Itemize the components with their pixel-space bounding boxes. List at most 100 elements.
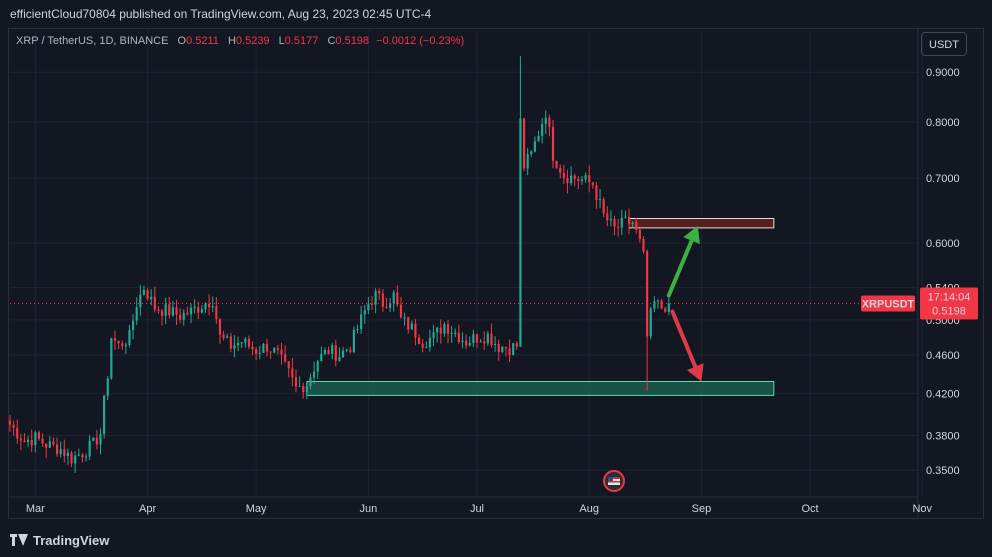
x-tick-label: Mar [26, 503, 45, 515]
candle [48, 441, 51, 448]
candle [631, 222, 634, 224]
y-tick-label: 0.6000 [926, 238, 960, 250]
bearish-arrow[interactable] [670, 309, 698, 369]
candle [551, 126, 555, 161]
tradingview-brand: TradingView [33, 533, 110, 548]
candle [258, 352, 261, 354]
candle [121, 343, 124, 347]
candle [334, 345, 337, 361]
close-value: 0.5198 [335, 35, 370, 47]
candle [331, 345, 334, 354]
candle [37, 432, 41, 439]
candle [291, 368, 294, 378]
candle [385, 306, 388, 308]
candle [664, 308, 667, 312]
candle [135, 307, 138, 321]
candle [341, 350, 345, 358]
low-label: L [278, 35, 285, 47]
candle [501, 346, 504, 352]
candle [352, 329, 355, 353]
candle [407, 317, 410, 330]
candle [316, 361, 319, 372]
y-tick-label: 0.8000 [926, 117, 960, 129]
candle [432, 332, 435, 339]
candle [287, 361, 290, 369]
candle [439, 327, 442, 334]
symbol-title[interactable]: XRP / TetherUS, 1D, BINANCE [16, 35, 169, 47]
candle [247, 338, 251, 347]
candle [27, 439, 30, 442]
candle [566, 178, 569, 184]
candle [515, 343, 518, 347]
candle [609, 218, 613, 221]
candle [457, 332, 460, 343]
candle [150, 296, 153, 300]
candle [70, 452, 73, 464]
footer-bar [0, 527, 992, 557]
chart-frame[interactable] [8, 28, 984, 519]
change-value: −0.0012 (−0.23%) [376, 35, 465, 47]
candle [396, 292, 399, 305]
currency-button[interactable]: USDT [921, 32, 967, 56]
candle [370, 303, 374, 305]
candle [236, 343, 240, 346]
candle [179, 314, 182, 320]
low-value: 0.5177 [284, 35, 319, 47]
candle [349, 349, 352, 353]
x-tick-label: Aug [579, 503, 599, 515]
candle [110, 338, 113, 379]
candle [461, 340, 464, 343]
candle [276, 348, 279, 350]
us-flag-canton [608, 477, 613, 481]
candle [327, 350, 330, 354]
candle [240, 342, 243, 344]
candle [490, 333, 493, 346]
us-flag-stripe-red [608, 477, 620, 479]
candle [200, 309, 203, 313]
candle [544, 117, 547, 124]
bullish-arrow[interactable] [666, 238, 694, 298]
candle [12, 424, 15, 428]
candle [233, 345, 236, 349]
candle [45, 443, 48, 448]
candle [421, 343, 424, 348]
candle [99, 434, 102, 445]
bullish-arrow-head[interactable] [683, 225, 700, 245]
candle [573, 175, 576, 179]
candle [168, 304, 171, 316]
resistance-zone[interactable] [628, 218, 775, 229]
candle [302, 385, 305, 393]
candle [504, 346, 508, 349]
candle [436, 327, 439, 333]
published-line: efficientCloud70804 published on Trading… [10, 7, 432, 21]
candle [77, 454, 80, 456]
tradingview-logo[interactable]: TradingView [10, 533, 109, 548]
open-label: O [177, 35, 187, 47]
candle [548, 117, 551, 127]
candle [454, 332, 457, 334]
candle [512, 343, 515, 356]
candle [262, 343, 265, 353]
candle [660, 300, 663, 309]
candle [613, 218, 616, 227]
candle [269, 351, 272, 353]
y-tick-label: 0.7000 [926, 173, 960, 185]
x-tick-label: Nov [912, 503, 932, 515]
candle [215, 306, 218, 320]
candle [23, 440, 26, 442]
ticker-badge [861, 295, 915, 312]
support-zone[interactable] [306, 381, 775, 396]
candle [428, 338, 432, 348]
candle [497, 343, 500, 352]
candle [627, 216, 631, 224]
bearish-arrow-head[interactable] [686, 363, 704, 382]
candle [218, 319, 222, 335]
candle [595, 185, 598, 201]
candle [251, 346, 254, 350]
candle [139, 294, 142, 308]
candle [606, 213, 609, 221]
candle [479, 341, 482, 343]
ohlc-legend: XRP / TetherUS, 1D, BINANCE O0.5211 H0.5… [16, 35, 464, 47]
candle [598, 199, 602, 201]
